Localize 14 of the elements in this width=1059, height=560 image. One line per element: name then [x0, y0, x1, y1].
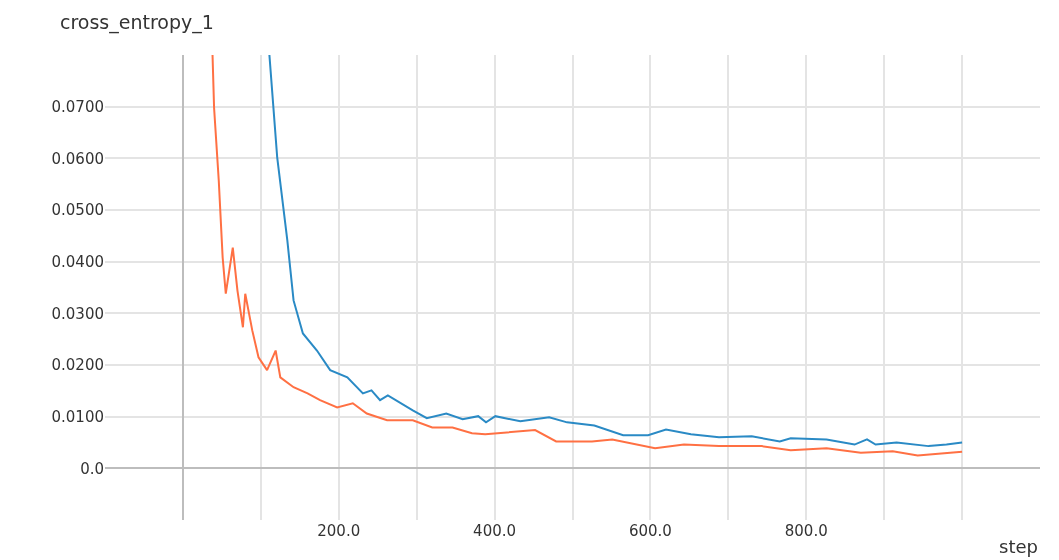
y-tick-label: 0.0700 [51, 97, 104, 116]
x-tick-label: 600.0 [628, 522, 672, 540]
x-axis-title: step [999, 536, 1038, 557]
y-tick-label: 0.0 [80, 459, 104, 478]
x-tick-label: 200.0 [317, 522, 361, 540]
y-tick-label: 0.0100 [51, 407, 104, 426]
y-tick-label: 0.0400 [51, 252, 104, 271]
x-tick-label: 800.0 [784, 522, 828, 540]
chart-title: cross_entropy_1 [60, 10, 214, 34]
y-tick-label: 0.0200 [51, 356, 104, 375]
y-tick-label: 0.0500 [51, 201, 104, 220]
y-tick-label: 0.0600 [51, 149, 104, 168]
y-tick-label: 0.0300 [51, 304, 104, 323]
x-tick-label: 400.0 [473, 522, 517, 540]
